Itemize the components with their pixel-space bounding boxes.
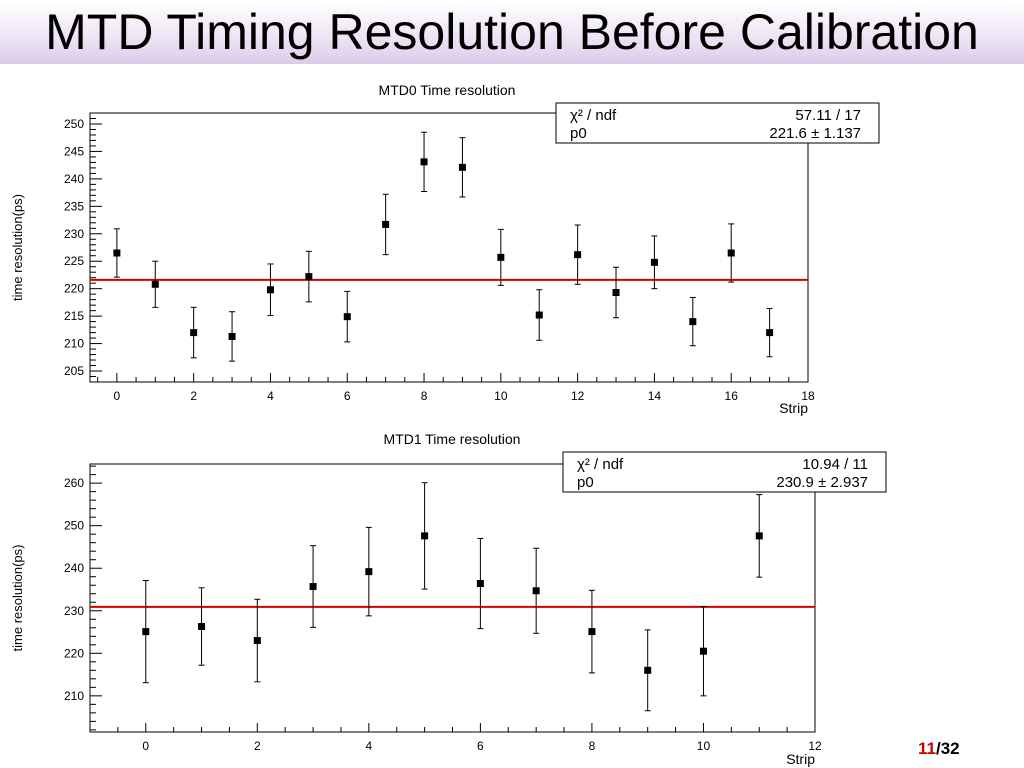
y-tick-label: 230 [64, 604, 84, 618]
data-point [305, 273, 313, 281]
data-point [343, 313, 351, 321]
slide-title: MTD Timing Resolution Before Calibration [45, 4, 979, 60]
y-tick-label: 250 [64, 519, 84, 533]
data-point [309, 583, 317, 591]
data-point [458, 163, 466, 171]
y-axis-label: time resolution(ps) [10, 545, 25, 652]
x-tick-label: 0 [142, 739, 149, 753]
stats-box [555, 102, 880, 144]
data-point [689, 318, 697, 326]
stats-chi2-value: 10.94 / 11 [802, 456, 868, 473]
page-separator: / [935, 739, 941, 758]
y-tick-label: 235 [64, 199, 84, 213]
stats-p0-value: 221.6 ± 1.137 [769, 125, 861, 142]
stats-chi2-label: χ² / ndf [570, 107, 617, 124]
x-tick-label: 12 [808, 739, 822, 753]
page-total: 32 [940, 739, 960, 758]
data-point [476, 580, 484, 588]
data-point [190, 329, 198, 337]
data-point [142, 628, 150, 636]
data-point [755, 532, 763, 540]
data-point [535, 311, 543, 319]
mtd1-chart: MTD1 Time resolution 0 2 4 6 8 10 12 210 220 230 24… [10, 431, 887, 767]
plot-frame [89, 112, 809, 383]
x-tick-label: 2 [254, 739, 261, 753]
data-point [497, 253, 505, 261]
x-tick-label: 4 [366, 739, 373, 753]
chart-title: MTD0 Time resolution [379, 82, 516, 98]
page-number: 11/32 [918, 739, 960, 759]
data-point [420, 158, 428, 166]
data-point [699, 647, 707, 655]
x-tick-label: 14 [648, 389, 662, 403]
stats-chi2-label: χ² / ndf [577, 456, 624, 473]
x-tick-label: 12 [571, 389, 585, 403]
data-point [382, 220, 390, 228]
y-tick-label: 220 [64, 282, 84, 296]
x-axis-label: Strip [779, 400, 808, 416]
data-point [421, 532, 429, 540]
page-current: 11 [918, 739, 936, 758]
y-tick-label: 215 [64, 309, 84, 323]
y-tick-label: 230 [64, 227, 84, 241]
stats-p0-label: p0 [570, 125, 587, 142]
chart-title: MTD1 Time resolution [384, 431, 521, 447]
stats-chi2-value: 57.11 / 17 [795, 107, 861, 124]
y-tick-label: 240 [64, 561, 84, 575]
y-tick-label: 245 [64, 144, 84, 158]
x-tick-label: 18 [801, 389, 815, 403]
data-point [588, 628, 596, 636]
data-point [198, 623, 206, 631]
x-tick-label: 4 [267, 389, 274, 403]
x-axis-label: Strip [786, 751, 815, 767]
y-tick-label: 225 [64, 254, 84, 268]
x-tick-label: 6 [477, 739, 484, 753]
y-axis-label: time resolution(ps) [10, 194, 25, 301]
data-point [532, 587, 540, 595]
stats-p0-label: p0 [577, 474, 594, 491]
stats-p0-value: 230.9 ± 2.937 [776, 474, 868, 491]
title-bar: MTD Timing Resolution Before Calibration [0, 0, 1024, 64]
data-point [612, 289, 620, 297]
data-point [727, 249, 735, 257]
mtd0-chart: MTD0 Time resolution 0 2 4 6 8 10 12 14 16 18 205 21… [10, 82, 880, 416]
x-tick-label: 10 [494, 389, 508, 403]
y-tick-label: 210 [64, 689, 84, 703]
x-tick-label: 6 [344, 389, 351, 403]
data-point [766, 329, 774, 337]
stats-box [562, 451, 887, 493]
x-tick-label: 2 [190, 389, 197, 403]
data-point [113, 249, 121, 257]
data-point [228, 332, 236, 340]
data-point [365, 568, 373, 576]
data-point [650, 258, 658, 266]
x-tick-label: 0 [114, 389, 121, 403]
x-tick-label: 8 [589, 739, 596, 753]
y-tick-label: 205 [64, 364, 84, 378]
x-tick-label: 16 [725, 389, 739, 403]
y-tick-label: 260 [64, 476, 84, 490]
data-point [574, 251, 582, 259]
x-tick-label: 10 [697, 739, 711, 753]
data-point [253, 637, 261, 645]
data-point [644, 666, 652, 674]
plot-frame [89, 463, 816, 733]
y-tick-label: 210 [64, 337, 84, 351]
x-tick-label: 8 [421, 389, 428, 403]
y-tick-label: 250 [64, 117, 84, 131]
data-point [266, 286, 274, 294]
y-tick-label: 240 [64, 172, 84, 186]
data-point [151, 280, 159, 288]
y-tick-label: 220 [64, 646, 84, 660]
